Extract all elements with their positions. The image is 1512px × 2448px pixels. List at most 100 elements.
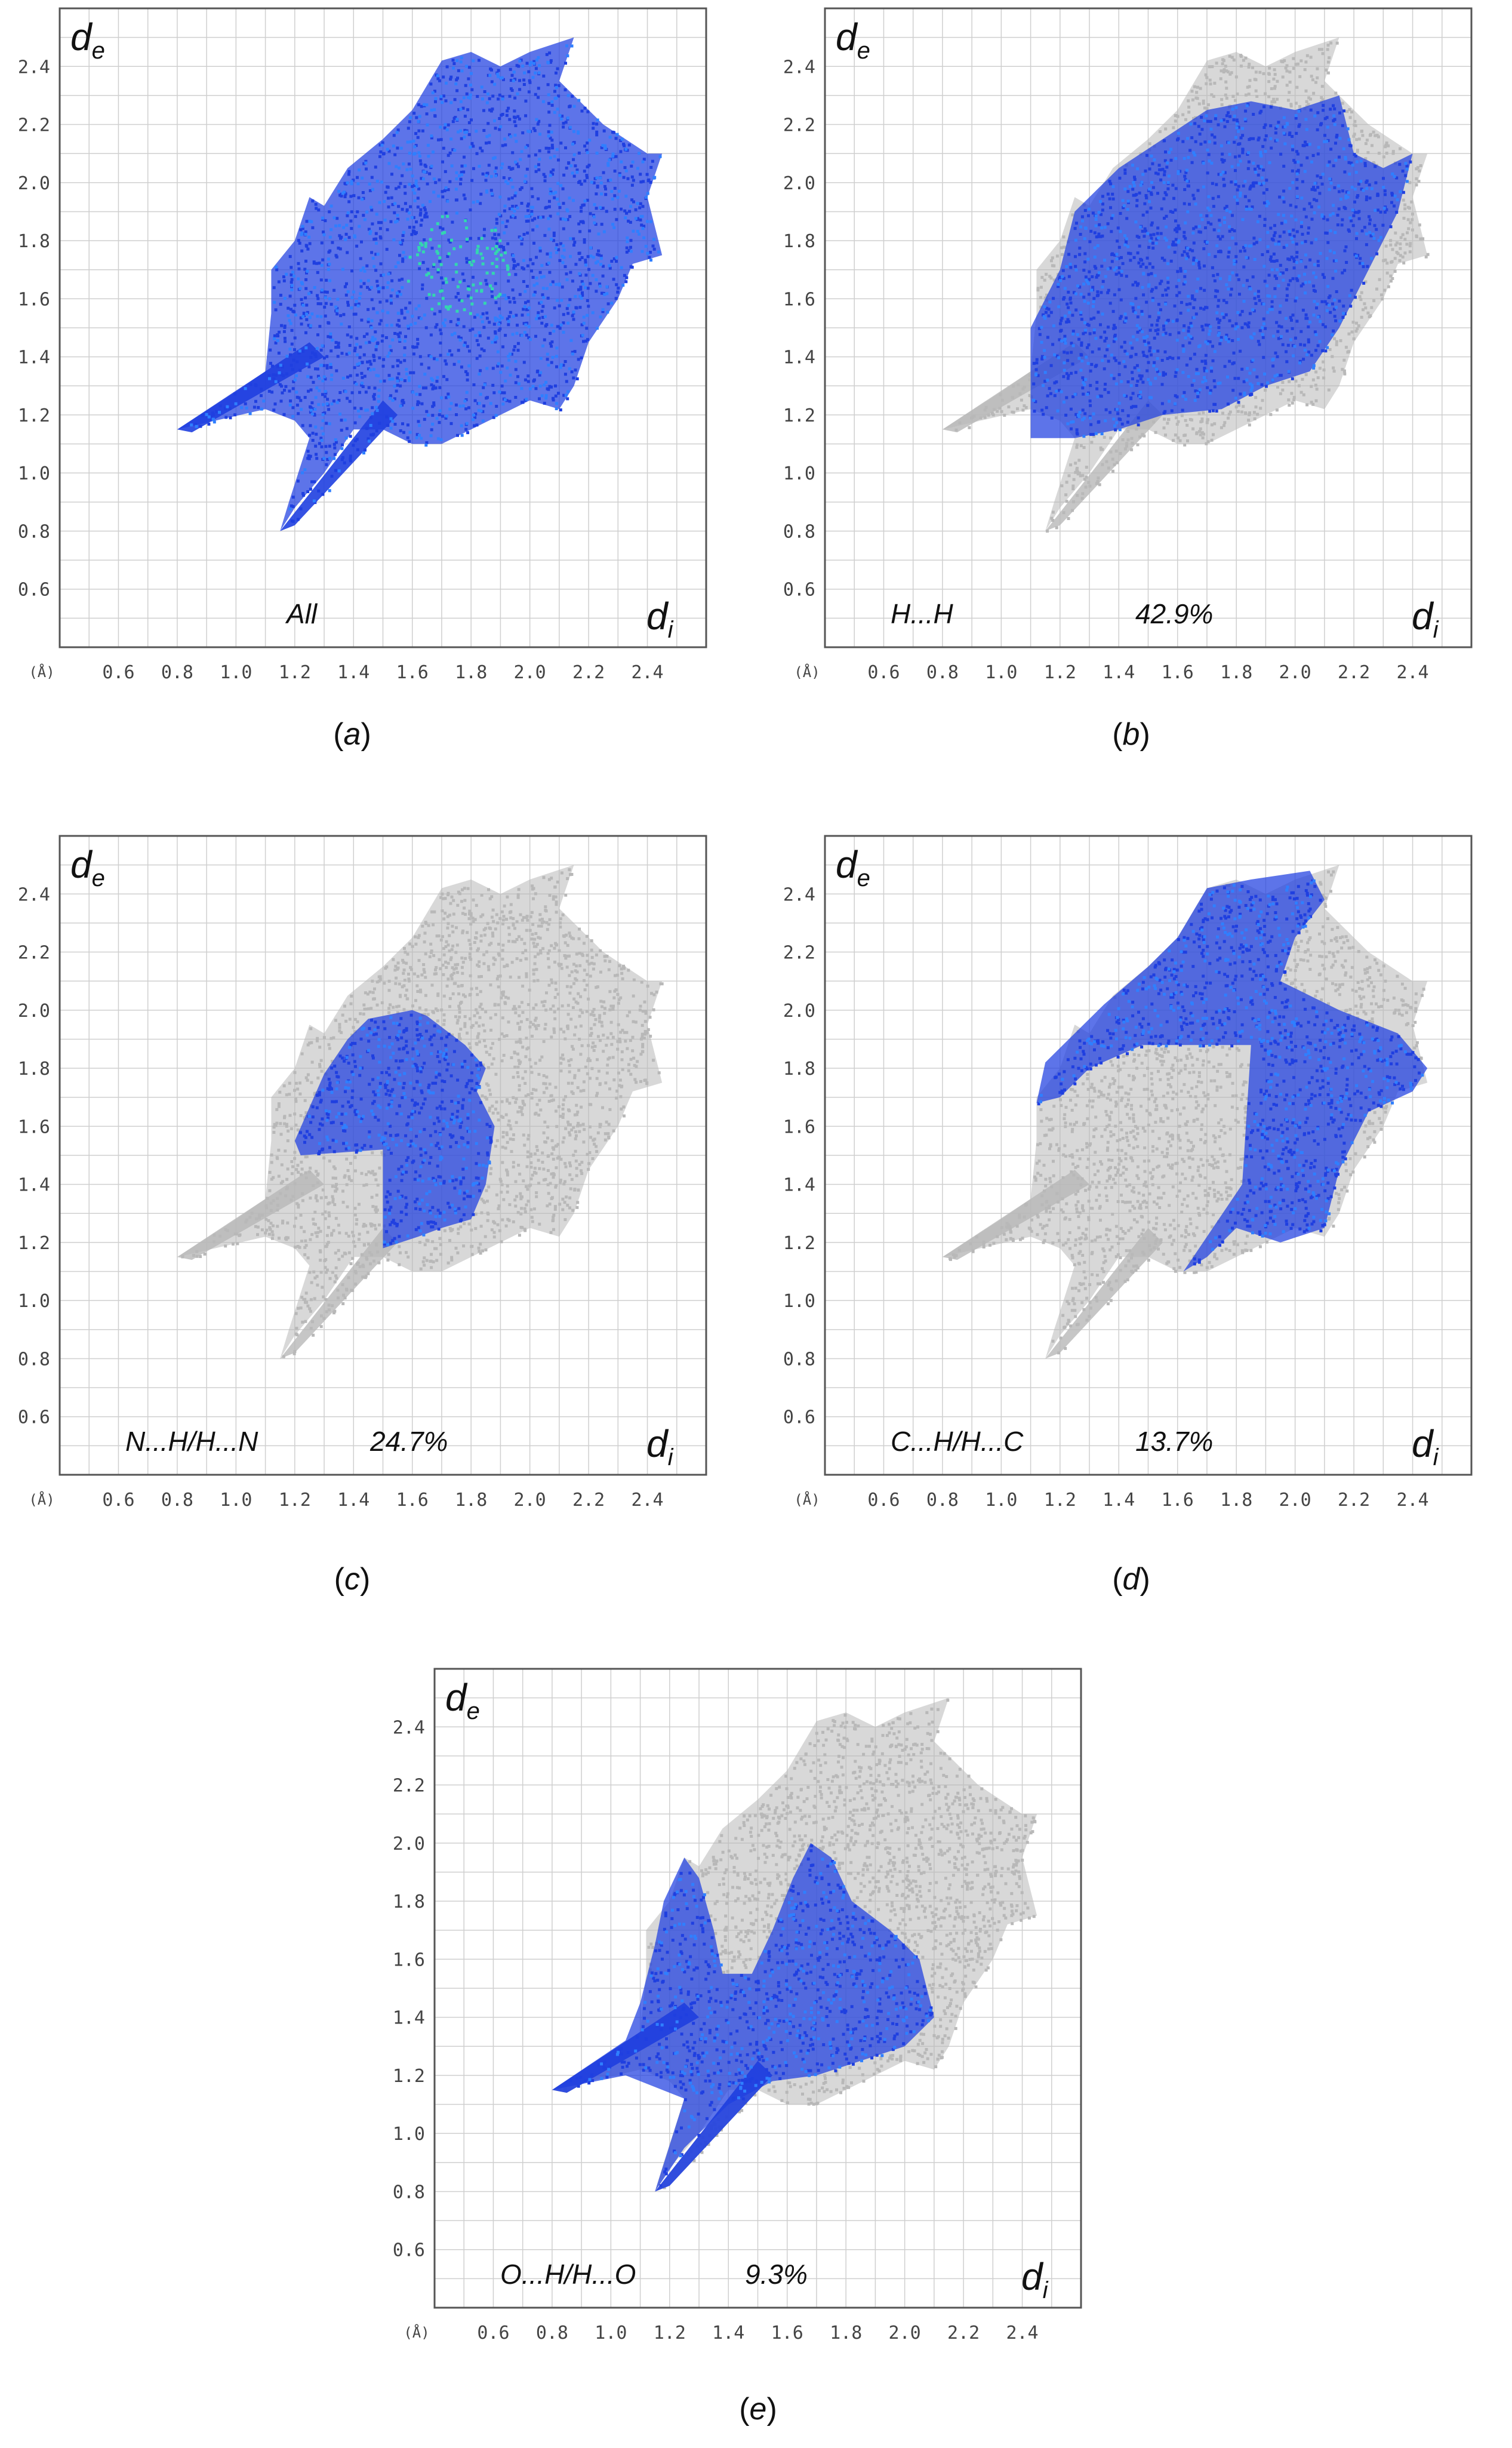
plot-frame <box>58 7 707 648</box>
y-tick-label: 2.0 <box>393 1834 425 1855</box>
x-tick-label: 2.4 <box>1006 2323 1038 2344</box>
y-tick-label: 1.2 <box>393 2066 425 2087</box>
contact-type-label: H...H <box>891 598 954 629</box>
contact-spike <box>280 400 398 531</box>
x-tick-label: 1.8 <box>1220 1490 1252 1511</box>
y-tick-label: 2.0 <box>18 173 50 194</box>
y-tick-label: 0.6 <box>393 2240 425 2261</box>
axis-unit-label: (Å) <box>404 2324 429 2341</box>
y-tick-label: 1.0 <box>783 1291 815 1312</box>
x-tick-label: 1.0 <box>985 1490 1017 1511</box>
x-axis-label: di <box>1021 2255 1049 2304</box>
contact-region <box>294 1010 495 1248</box>
y-tick-label: 1.2 <box>18 405 50 426</box>
x-tick-label: 2.2 <box>1338 1490 1370 1511</box>
x-tick-label: 1.2 <box>279 662 311 683</box>
panel-caption-b: (b) <box>1112 717 1150 752</box>
x-tick-label: 1.2 <box>654 2323 686 2344</box>
x-tick-label: 0.6 <box>102 1490 134 1511</box>
plot-frame <box>824 7 1473 648</box>
y-tick-label: 1.8 <box>783 231 815 252</box>
panel-c: 0.6 0.8 1.0 1.2 1.4 1.6 1.8 2.0 2.2 2.4 0.6 0.8 1.0 1… <box>18 835 707 1511</box>
y-tick-label: 1.6 <box>18 289 50 310</box>
y-tick-label: 2.0 <box>783 1001 815 1022</box>
contact-scatter <box>1037 879 1421 1266</box>
background-silhouette <box>942 865 1428 1359</box>
x-tick-label: 1.8 <box>830 2323 862 2344</box>
panel-d: 0.6 0.8 1.0 1.2 1.4 1.6 1.8 2.0 2.2 2.4 0.6 0.8 1.0 1… <box>783 835 1473 1511</box>
contact-scatter-light <box>307 1016 491 1247</box>
y-tick-label: 0.8 <box>783 521 815 542</box>
x-tick-label: 1.6 <box>1162 662 1194 683</box>
y-tick-label: 0.8 <box>18 521 50 542</box>
y-tick-label: 1.0 <box>18 463 50 484</box>
y-tick-label: 0.6 <box>18 580 50 601</box>
x-tick-label: 2.4 <box>1396 1490 1428 1511</box>
contact-region <box>552 1843 934 2192</box>
y-tick-label: 0.6 <box>783 580 815 601</box>
y-tick-label: 1.0 <box>18 1291 50 1312</box>
y-axis-label: de <box>70 843 105 891</box>
x-tick-label: 2.0 <box>1279 662 1311 683</box>
x-tick-label: 0.6 <box>867 1490 900 1511</box>
x-tick-label: 0.6 <box>477 2323 509 2344</box>
y-tick-label: 1.6 <box>783 1117 815 1137</box>
panel-caption-a: (a) <box>333 717 371 752</box>
contact-spike <box>655 2060 773 2192</box>
y-tick-label: 0.6 <box>18 1407 50 1428</box>
y-axis-label: de <box>836 16 870 64</box>
x-tick-label: 0.6 <box>102 662 134 683</box>
x-tick-label: 2.2 <box>947 2323 980 2344</box>
y-tick-label: 1.4 <box>393 2008 425 2029</box>
y-axis-label: de <box>445 1676 480 1724</box>
y-tick-label: 1.2 <box>783 405 815 426</box>
contact-type-label: C...H/H...C <box>891 1426 1024 1457</box>
x-tick-label: 1.2 <box>1044 662 1076 683</box>
y-tick-label: 1.0 <box>783 463 815 484</box>
x-tick-label: 2.0 <box>1279 1490 1311 1511</box>
x-axis-label: di <box>1412 595 1439 643</box>
y-tick-label: 0.8 <box>393 2182 425 2203</box>
contact-points <box>294 1010 495 1248</box>
y-tick-label: 1.6 <box>783 289 815 310</box>
y-tick-label: 1.6 <box>393 1949 425 1970</box>
x-tick-label: 1.6 <box>396 662 429 683</box>
axis-unit-label: (Å) <box>29 663 54 681</box>
contact-points <box>1030 95 1413 438</box>
y-tick-label: 1.4 <box>783 347 815 368</box>
contact-points <box>552 1843 934 2192</box>
y-tick-label: 2.2 <box>783 115 815 136</box>
x-tick-label: 2.2 <box>572 1490 605 1511</box>
contact-points <box>1036 871 1428 1272</box>
y-tick-label: 2.4 <box>783 57 815 78</box>
x-tick-label: 1.0 <box>220 662 252 683</box>
x-tick-label: 1.0 <box>220 1490 252 1511</box>
y-tick-label: 2.2 <box>393 1776 425 1797</box>
background-spike <box>942 1170 1089 1260</box>
background-scatter <box>563 1699 1037 2189</box>
panel-caption-c: (c) <box>334 1562 371 1597</box>
x-tick-label: 2.0 <box>889 2323 921 2344</box>
x-tick-label: 1.4 <box>1103 1490 1135 1511</box>
x-tick-label: 1.8 <box>455 662 487 683</box>
y-tick-label: 1.8 <box>18 231 50 252</box>
background-points <box>942 865 1428 1359</box>
y-tick-label: 1.4 <box>18 347 50 368</box>
panel-e: 0.6 0.8 1.0 1.2 1.4 1.6 1.8 2.0 2.2 2.4 0.6 0.8 1.0 1… <box>393 1668 1082 2344</box>
contact-type-label: N...H/H...N <box>125 1426 258 1457</box>
axis-unit-label: (Å) <box>29 1491 54 1508</box>
panel-a: 0.6 0.8 1.0 1.2 1.4 1.6 1.8 2.0 2.2 2.4 0.6 0.8 1.0 1… <box>18 7 707 683</box>
x-axis-label: di <box>1412 1422 1439 1471</box>
contact-spike <box>177 342 324 433</box>
y-tick-label: 2.4 <box>393 1717 425 1738</box>
contact-percent-label: 24.7% <box>369 1426 448 1457</box>
x-tick-label: 1.4 <box>337 662 369 683</box>
background-scatter <box>949 870 1425 1355</box>
x-tick-label: 1.2 <box>1044 1490 1076 1511</box>
y-tick-label: 0.8 <box>783 1349 815 1370</box>
contact-percent-label: 9.3% <box>745 2259 808 2290</box>
contact-region <box>177 37 663 531</box>
x-tick-label: 2.4 <box>631 662 663 683</box>
y-tick-label: 0.6 <box>783 1407 815 1428</box>
